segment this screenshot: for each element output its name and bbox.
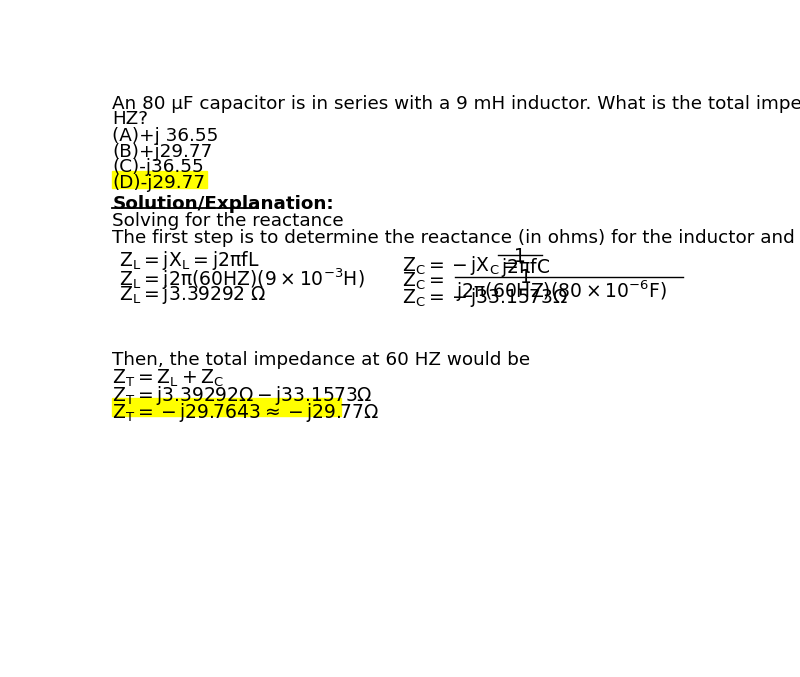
Text: Solving for the reactance: Solving for the reactance	[112, 212, 344, 230]
Text: 1: 1	[520, 267, 532, 286]
Text: $Z_C=-jX_C=$: $Z_C=-jX_C=$	[402, 254, 518, 277]
Text: $Z_L=jX_L=j2\pi fL$: $Z_L=jX_L=j2\pi fL$	[119, 249, 260, 272]
Text: (D)-j29.77: (D)-j29.77	[112, 173, 206, 192]
Text: $j2\pi (60HZ)(80\times10^{-6}F)$: $j2\pi (60HZ)(80\times10^{-6}F)$	[457, 278, 667, 304]
Text: (B)+j29.77: (B)+j29.77	[112, 143, 213, 161]
Text: $Z_L=j3.39292\ \Omega$: $Z_L=j3.39292\ \Omega$	[119, 283, 266, 306]
Text: $Z_C=$: $Z_C=$	[402, 271, 445, 292]
FancyBboxPatch shape	[112, 399, 341, 416]
Text: $j2\pi fC$: $j2\pi fC$	[501, 256, 550, 279]
Text: $Z_C=-j33.1573\Omega$: $Z_C=-j33.1573\Omega$	[402, 286, 568, 309]
Text: $Z_T=j3.39292\Omega-j33.1573\Omega$: $Z_T=j3.39292\Omega-j33.1573\Omega$	[112, 384, 373, 407]
Text: Then, the total impedance at 60 HZ would be: Then, the total impedance at 60 HZ would…	[112, 351, 530, 369]
Text: $Z_L=j2\pi (60HZ)(9\times10^{-3}H)$: $Z_L=j2\pi (60HZ)(9\times10^{-3}H)$	[119, 266, 365, 292]
Text: (C)-j36.55: (C)-j36.55	[112, 158, 204, 176]
Text: The first step is to determine the reactance (in ohms) for the inductor and the : The first step is to determine the react…	[112, 229, 800, 247]
Text: (A)+j 36.55: (A)+j 36.55	[112, 127, 218, 146]
Text: An 80 μF capacitor is in series with a 9 mH inductor. What is the total impedanc: An 80 μF capacitor is in series with a 9…	[112, 95, 800, 113]
Text: 1: 1	[514, 247, 526, 266]
Text: $Z_T=-j29.7643\approx-j29.77\Omega$: $Z_T=-j29.7643\approx-j29.77\Omega$	[112, 401, 379, 424]
Text: HZ?: HZ?	[112, 110, 149, 129]
Text: $Z_T=Z_L+Z_C$: $Z_T=Z_L+Z_C$	[112, 368, 225, 389]
FancyBboxPatch shape	[112, 171, 207, 188]
Text: Solution/Explanation:: Solution/Explanation:	[112, 195, 334, 213]
